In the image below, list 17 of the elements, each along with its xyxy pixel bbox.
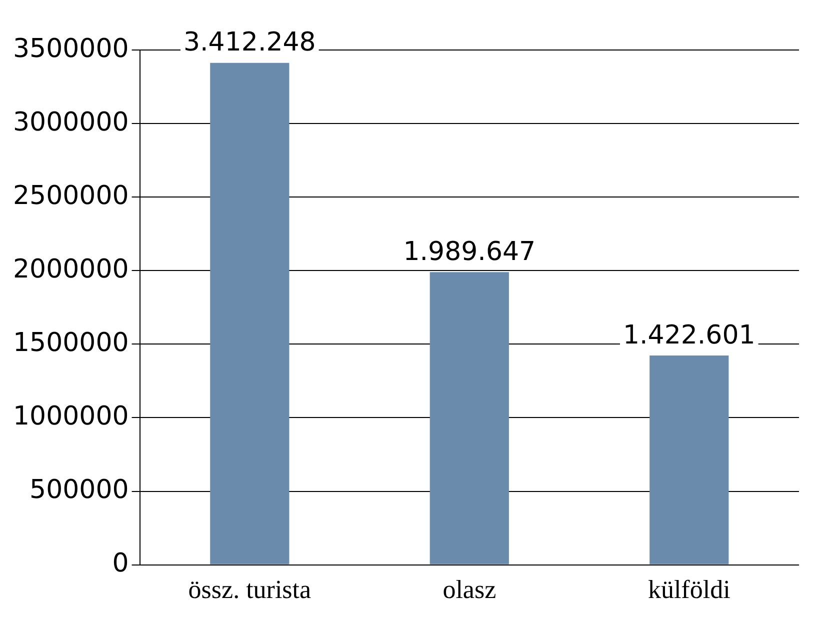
y-tick-label: 500000 — [30, 475, 129, 506]
y-tick-label: 3500000 — [12, 34, 129, 64]
y-tick-label: 0 — [112, 548, 129, 579]
data-label: 3.412.248 — [184, 28, 316, 58]
y-tick-label: 3000000 — [12, 107, 129, 138]
y-tick-label: 1000000 — [12, 401, 129, 432]
x-tick-label: olasz — [442, 575, 496, 604]
x-tick-label: külföldi — [648, 575, 730, 604]
bar — [650, 356, 729, 564]
y-tick-label: 1500000 — [12, 328, 129, 358]
y-tick-label: 2500000 — [12, 180, 129, 211]
y-tick-label: 2000000 — [12, 254, 129, 284]
data-label: 1.989.647 — [403, 236, 536, 267]
bar — [430, 272, 509, 564]
bar — [210, 62, 290, 564]
data-label: 1.422.601 — [622, 320, 756, 350]
x-tick-label: össz. turista — [188, 575, 312, 604]
